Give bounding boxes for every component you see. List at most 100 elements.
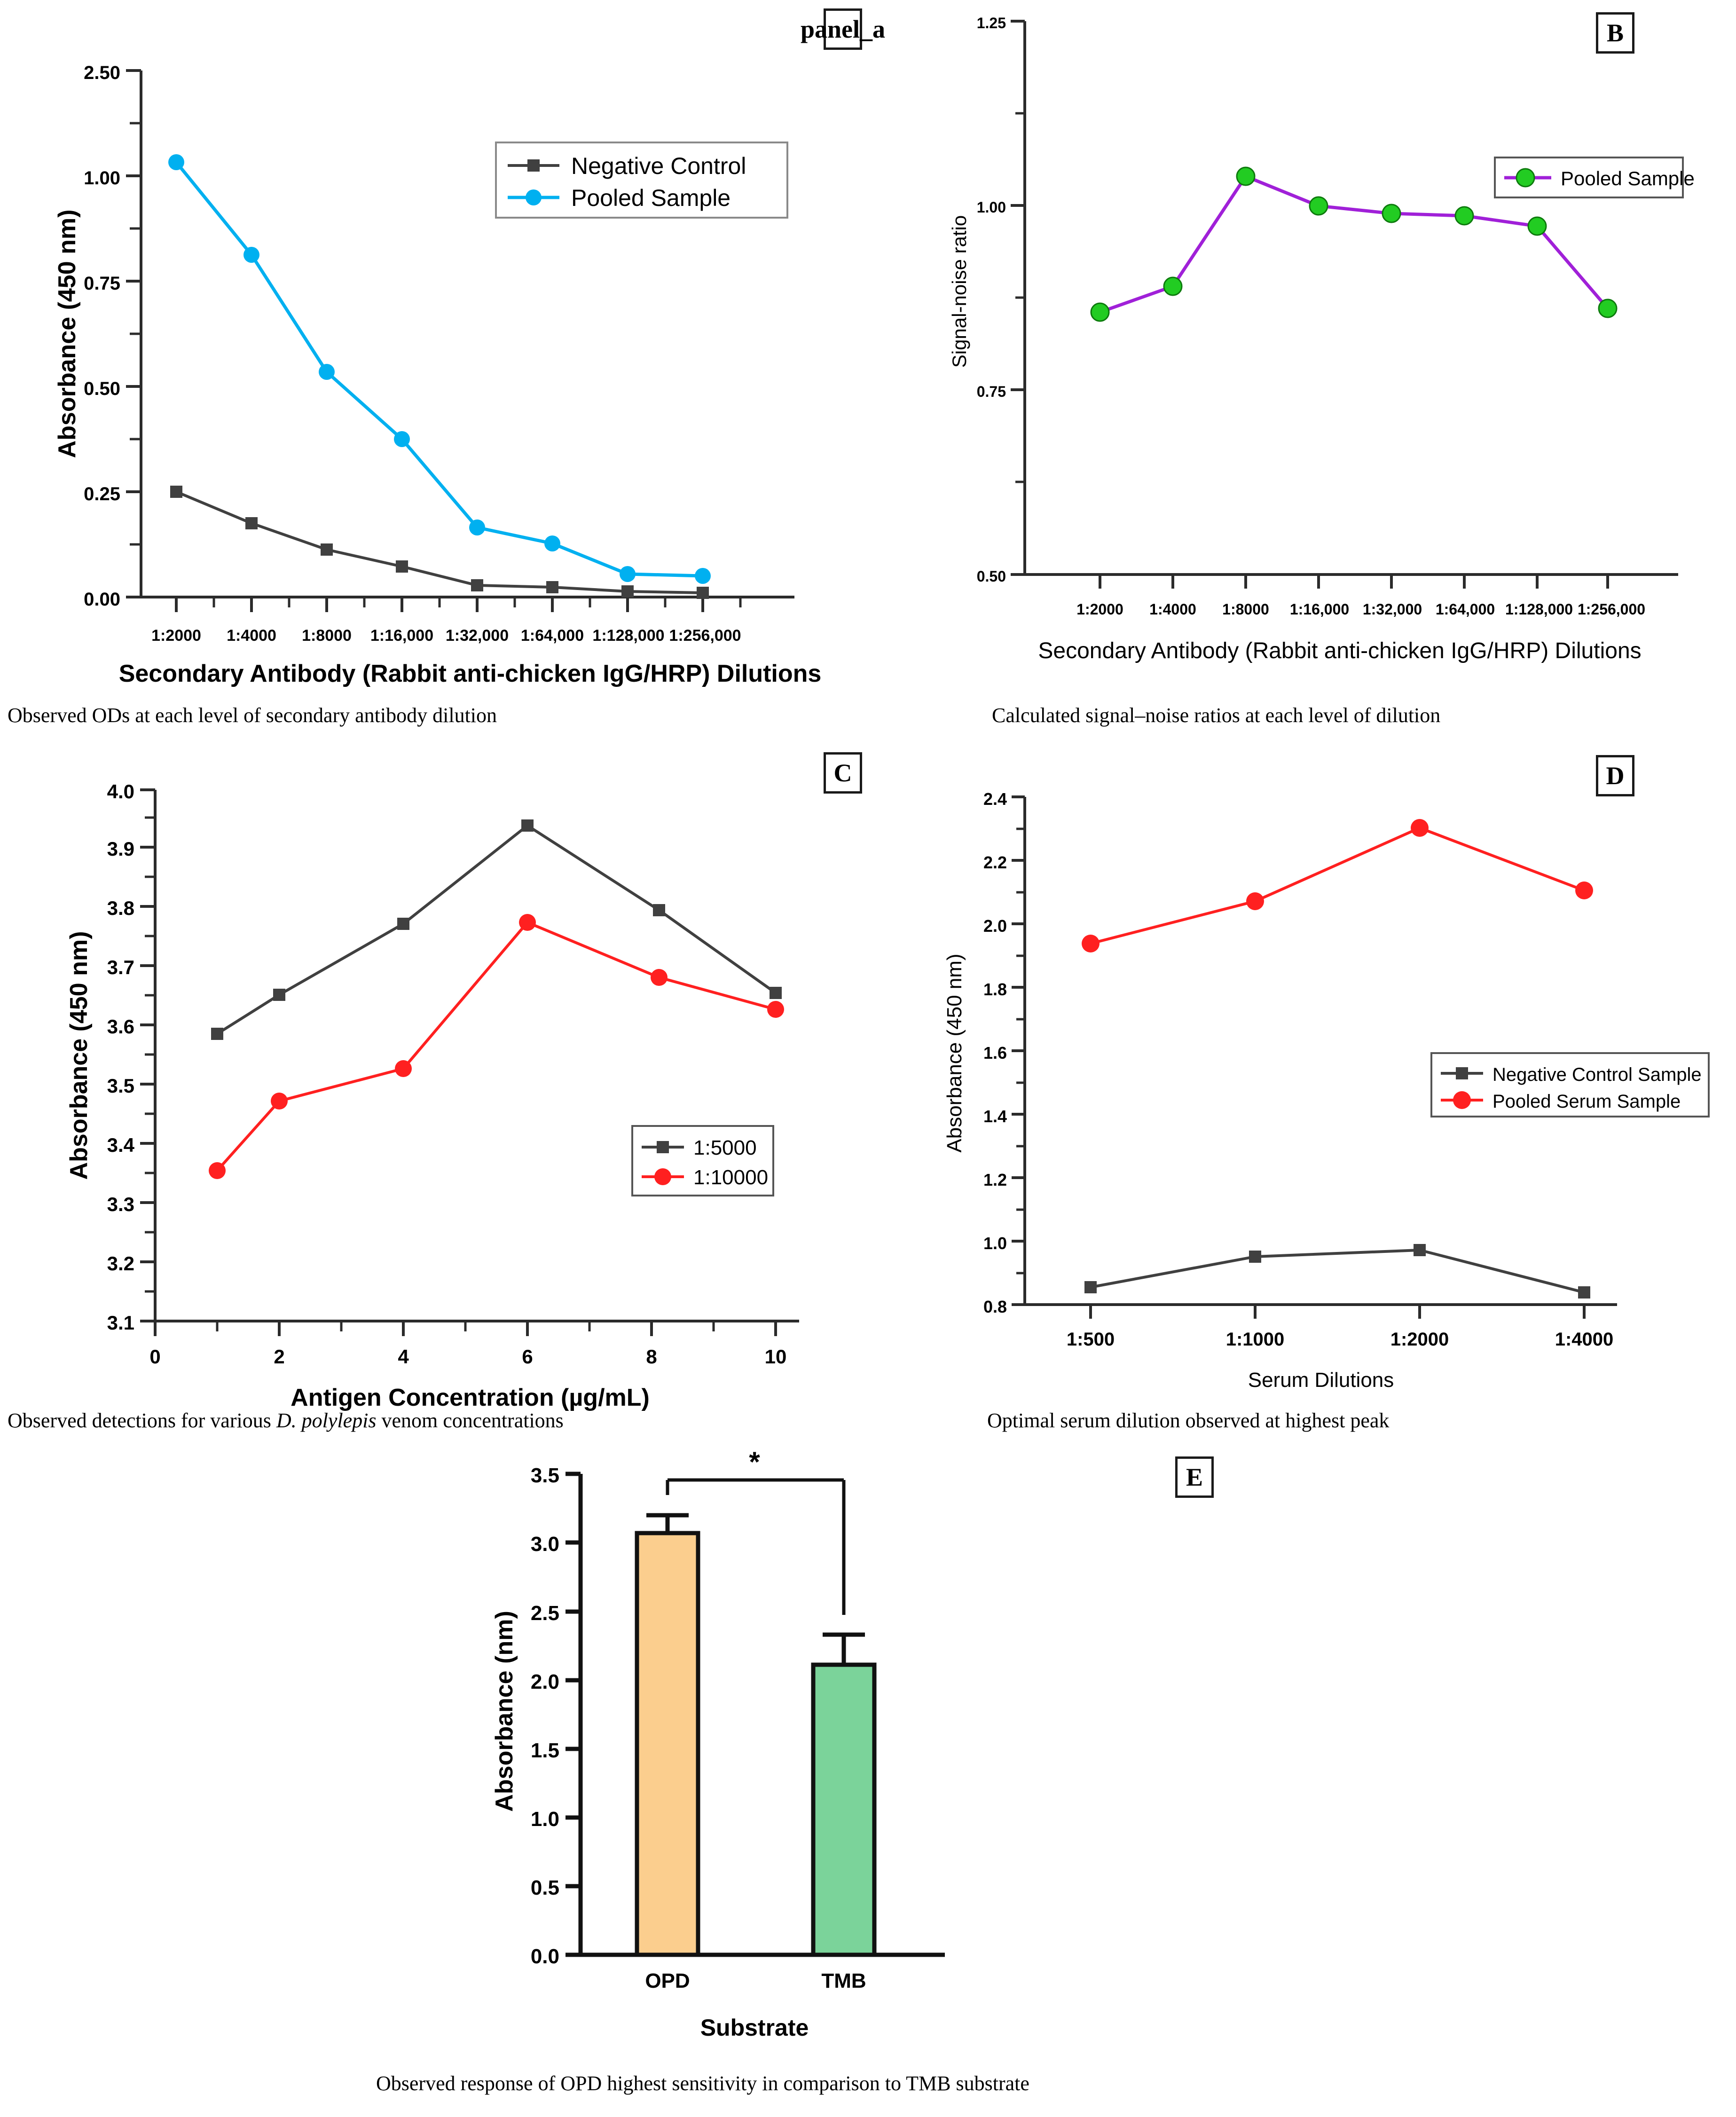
- panel-d-series-pooled-serum: [1090, 826, 1585, 945]
- panel-a-ytick-0: 0.00: [84, 589, 120, 610]
- panel-a-y-axis-label: Absorbance (450 nm): [54, 210, 81, 458]
- caption-c-pre: Observed detections for various: [8, 1409, 276, 1432]
- panel-d-x-ticklabels: 1:500 1:1000 1:2000 1:4000: [1067, 1329, 1613, 1350]
- panel-c-series-1-5000: [216, 824, 777, 1035]
- panel-a-markers-pooled-sample: [168, 154, 711, 584]
- panel-d: D 0.8 1.0 1.2 1.4 1.6: [870, 752, 1736, 1448]
- panel-c: C 3.1 3.2 3.3 3.4 3.5: [0, 752, 870, 1448]
- caption-b: Calculated signal–noise ratios at each l…: [992, 704, 1441, 727]
- panel-d-legend[interactable]: Negative Control Sample Pooled Serum Sam…: [1430, 1052, 1710, 1118]
- panel-e-errorbar-opd: [646, 1513, 689, 1533]
- panel-e-ytick-4: 2.0: [531, 1670, 559, 1693]
- panel-d-markers-negative-control: [1084, 1244, 1590, 1299]
- panel-b-x-ticks: [1099, 575, 1609, 589]
- panel-d-legend-label-0: Negative Control Sample: [1492, 1064, 1702, 1085]
- panel-e-bar-tmb: [811, 1662, 877, 1957]
- panel-c-xtick-0: 0: [149, 1346, 160, 1368]
- panel-c-ytick-6: 3.7: [107, 956, 134, 978]
- panel-d-ytick-2: 1.2: [983, 1170, 1007, 1189]
- panel-tag-e: E: [1175, 1456, 1214, 1498]
- panel-a-ytick-3: 0.75: [84, 273, 120, 294]
- panel-b-x-ticklabels: 1:2000 1:4000 1:8000 1:16,000 1:32,000 1…: [1076, 601, 1645, 618]
- panel-d-markers-pooled-serum: [1082, 819, 1593, 952]
- panel-a-legend-label-0: Negative Control: [571, 153, 746, 179]
- panel-a-xtick-1: 1:4000: [227, 627, 276, 645]
- caption-c: Observed detections for various D. polyl…: [8, 1409, 564, 1432]
- panel-e-ytick-5: 2.5: [531, 1602, 559, 1625]
- panel-d-ytick-6: 2.0: [983, 916, 1007, 936]
- panel-a-series-pooled-sample: [175, 161, 703, 578]
- panel-b-xtick-2: 1:8000: [1222, 601, 1269, 618]
- panel-e-plot: 0.0 0.5 1.0 1.5 2.0 2.5 3.0 3.5: [447, 1446, 1105, 2073]
- panel-a-ytick-2: 0.50: [84, 378, 120, 399]
- panel-c-legend-label-0: 1:5000: [693, 1136, 757, 1159]
- panel-b-ytick-2: 1.00: [977, 199, 1006, 216]
- panel-c-y-axis-label: Absorbance (450 nm): [65, 931, 93, 1180]
- panel-c-ytick-4: 3.5: [107, 1075, 134, 1097]
- panel-e-bar-opd: [635, 1531, 700, 1957]
- panel-a-x-axis-label: Secondary Antibody (Rabbit anti-chicken …: [119, 660, 822, 687]
- panel-c-markers-1-5000: [211, 819, 782, 1040]
- panel-b-markers-pooled-sample: [1090, 166, 1618, 322]
- panel-b-legend-label-0: Pooled Sample: [1561, 167, 1695, 189]
- panel-c-ytick-0: 3.1: [107, 1312, 134, 1334]
- panel-a-xtick-4: 1:32,000: [446, 627, 509, 645]
- panel-d-ytick-1: 1.0: [983, 1234, 1007, 1253]
- panel-c-ytick-1: 3.2: [107, 1252, 134, 1275]
- panel-a-xtick-2: 1:8000: [302, 627, 352, 645]
- panel-a-xtick-6: 1:128,000: [592, 627, 664, 645]
- panel-b-xtick-6: 1:128,000: [1505, 601, 1573, 618]
- panel-b-ytick-3: 1.25: [977, 15, 1006, 31]
- panel-e-xtick-opd: OPD: [645, 1969, 690, 1992]
- panel-d-ytick-4: 1.6: [983, 1043, 1007, 1062]
- panel-c-xtick-2: 4: [398, 1346, 409, 1368]
- panel-d-ytick-3: 1.4: [983, 1107, 1007, 1126]
- panel-d-xtick-2: 1:2000: [1390, 1329, 1449, 1350]
- panel-tag-d-letter: D: [1606, 762, 1625, 790]
- panel-b-y-ticks: 1.25 1.00 0.75 0.50: [977, 15, 1025, 585]
- panel-c-y-ticks: 3.1 3.2 3.3 3.4 3.5 3.6 3.7: [107, 780, 155, 1334]
- panel-d-x-ticks: [1089, 1305, 1586, 1319]
- caption-c-species: D. polylepis: [276, 1409, 377, 1432]
- panel-c-ytick-7: 3.8: [107, 897, 134, 919]
- panel-b-xtick-1: 1:4000: [1149, 601, 1196, 618]
- panel-tag-b-letter: B: [1606, 19, 1624, 47]
- panel-d-ytick-5: 1.8: [983, 980, 1007, 999]
- panel-c-legend[interactable]: 1:5000 1:10000: [631, 1125, 774, 1196]
- panel-e-ytick-7: 3.5: [531, 1464, 559, 1487]
- panel-e: E 0.0 0.5 1.0 1.5 2.0 2.5 3.0: [0, 1446, 1736, 2117]
- panel-e-ytick-2: 1.0: [531, 1808, 559, 1831]
- panel-d-xtick-3: 1:4000: [1555, 1329, 1614, 1350]
- caption-a: Observed ODs at each level of secondary …: [8, 704, 497, 727]
- panel-tag-c: C: [824, 752, 862, 794]
- panel-a-xtick-0: 1:2000: [151, 627, 201, 645]
- panel-a-legend-label-1: Pooled Sample: [571, 185, 731, 211]
- panel-d-series-negative-control: [1090, 1248, 1585, 1294]
- panel-b-legend[interactable]: Pooled Sample: [1494, 157, 1695, 198]
- panel-tag-c-letter: C: [833, 759, 852, 787]
- panel-c-x-axis-label: Antigen Concentration (µg/mL): [291, 1384, 650, 1411]
- panel-b-xtick-3: 1:16,000: [1290, 601, 1349, 618]
- panel-c-series-1-10000: [216, 921, 776, 1172]
- panel-a-xtick-5: 1:64,000: [521, 627, 584, 645]
- panel-a-xtick-7: 1:256,000: [669, 627, 741, 645]
- panel-c-x-ticks: [154, 1321, 777, 1336]
- panel-a-legend[interactable]: Negative Control Pooled Sample: [495, 142, 788, 219]
- panel-b-ytick-1: 0.75: [977, 383, 1006, 400]
- panel-d-x-axis-label: Serum Dilutions: [1248, 1369, 1394, 1392]
- panel-c-ytick-2: 3.3: [107, 1193, 134, 1215]
- panel-a-x-ticklabels: 1:2000 1:4000 1:8000 1:16,000 1:32,000 1…: [151, 627, 741, 645]
- panel-b-xtick-5: 1:64,000: [1436, 601, 1495, 618]
- panel-e-y-axis-label: Absorbance (nm): [491, 1611, 518, 1812]
- panel-a-markers-negative-control: [170, 486, 709, 599]
- panel-tag-d: D: [1596, 755, 1634, 796]
- panel-b-xtick-7: 1:256,000: [1578, 601, 1645, 618]
- panel-a-xtick-3: 1:16,000: [370, 627, 433, 645]
- caption-c-post: venom concentrations: [376, 1409, 564, 1432]
- panel-b-y-axis-label: Signal-noise ratio: [948, 215, 970, 368]
- panel-tag-b: B: [1596, 12, 1634, 54]
- panel-b-x-axis-label: Secondary Antibody (Rabbit anti-chicken …: [1038, 638, 1641, 663]
- panel-d-y-axis-label: Absorbance (450 nm): [943, 953, 966, 1152]
- panel-c-legend-label-1: 1:10000: [693, 1166, 768, 1189]
- panel-a-x-ticks: [175, 597, 742, 612]
